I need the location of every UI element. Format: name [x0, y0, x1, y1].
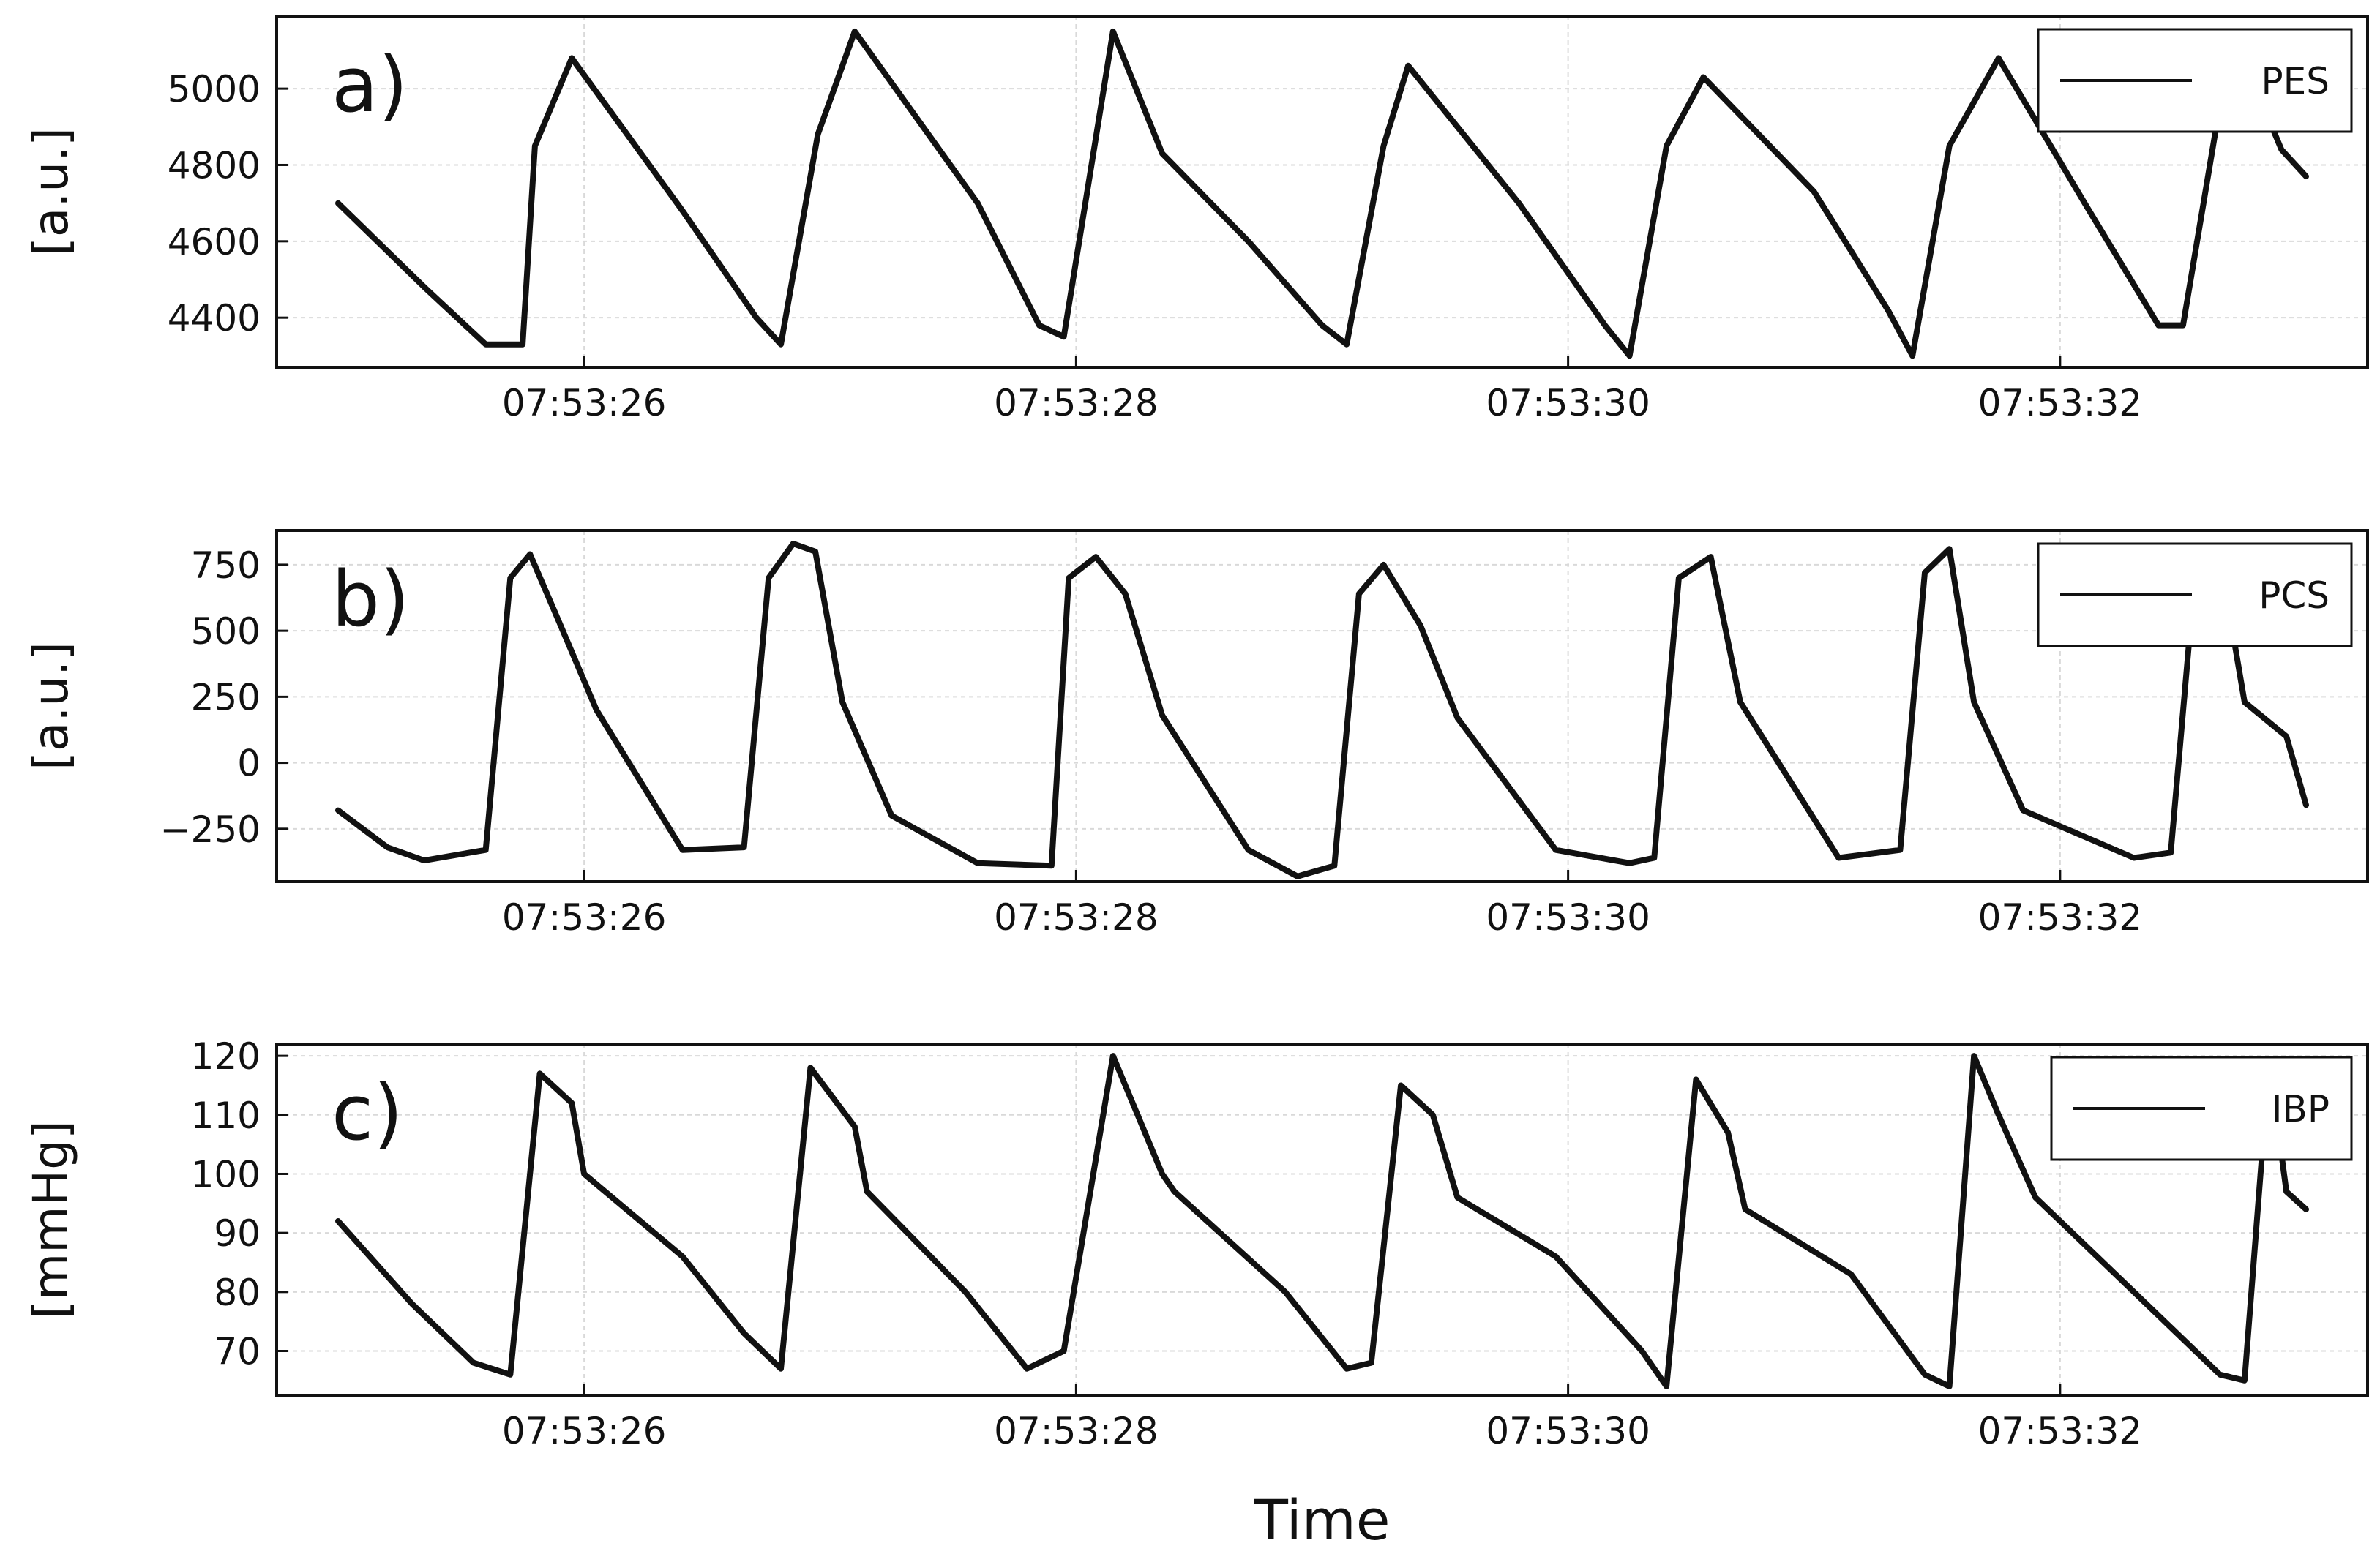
x-tick-label: 07:53:30	[1486, 382, 1650, 424]
y-tick-label: 250	[191, 676, 261, 718]
panel-label: c)	[332, 1068, 403, 1157]
panel-b: 07:53:26 07:53:28 07:53:30 07:53:32 −250 0 250…	[23, 529, 2369, 939]
y-tick-label: 70	[214, 1330, 261, 1373]
panel-label: a)	[332, 40, 408, 130]
legend: PES	[2037, 28, 2353, 133]
y-axis-label: [a.u.]	[23, 127, 79, 256]
y-tick-label: 5000	[168, 68, 261, 110]
y-tick-label: 100	[191, 1153, 261, 1195]
x-tick-label: 07:53:32	[1978, 896, 2143, 939]
y-tick-label: 4800	[168, 144, 261, 187]
panel-label: b)	[332, 555, 410, 644]
y-tick-label: −250	[160, 808, 261, 851]
y-tick-label: 110	[191, 1095, 261, 1137]
legend-label: PES	[2261, 60, 2330, 102]
y-tick-label: 90	[214, 1212, 261, 1255]
y-axis-label: [a.u.]	[23, 642, 79, 770]
panel-a: 07:53:26 07:53:28 07:53:30 07:53:32 4400 4600…	[23, 15, 2369, 424]
y-tick-label: 120	[191, 1035, 261, 1078]
y-tick-label: 80	[214, 1272, 261, 1314]
axes-frame	[275, 529, 2369, 883]
x-tick-label: 07:53:30	[1486, 896, 1650, 939]
y-tick-label: 4600	[168, 221, 261, 263]
legend-label: IBP	[2272, 1088, 2330, 1130]
x-tick-label: 07:53:28	[994, 896, 1159, 939]
x-tick-label: 07:53:26	[502, 896, 667, 939]
x-tick-label: 07:53:32	[1978, 1410, 2143, 1452]
legend-label: PCS	[2259, 574, 2330, 617]
x-tick-label: 07:53:28	[994, 1410, 1159, 1452]
series-line-ibp	[335, 1053, 2309, 1389]
legend: PCS	[2037, 542, 2353, 648]
y-tick-label: 0	[237, 743, 261, 785]
axes-frame	[275, 15, 2369, 369]
legend: IBP	[2050, 1056, 2353, 1161]
axes-frame	[275, 1043, 2369, 1397]
x-tick-label: 07:53:30	[1486, 1410, 1650, 1452]
panel-c: 07:53:26 07:53:28 07:53:30 07:53:32 70 80 90 10…	[23, 1035, 2369, 1553]
y-tick-label: 750	[191, 544, 261, 587]
series-line-pcs	[335, 541, 2309, 879]
y-tick-label: 4400	[168, 297, 261, 339]
x-tick-label: 07:53:28	[994, 382, 1159, 424]
y-axis-label: [mmHg]	[23, 1120, 79, 1319]
x-tick-label: 07:53:26	[502, 382, 667, 424]
series-line-pes	[335, 28, 2309, 359]
x-tick-label: 07:53:26	[502, 1410, 667, 1452]
y-tick-label: 500	[191, 610, 261, 653]
x-tick-label: 07:53:32	[1978, 382, 2143, 424]
x-axis-label: Time	[1254, 1487, 1391, 1553]
